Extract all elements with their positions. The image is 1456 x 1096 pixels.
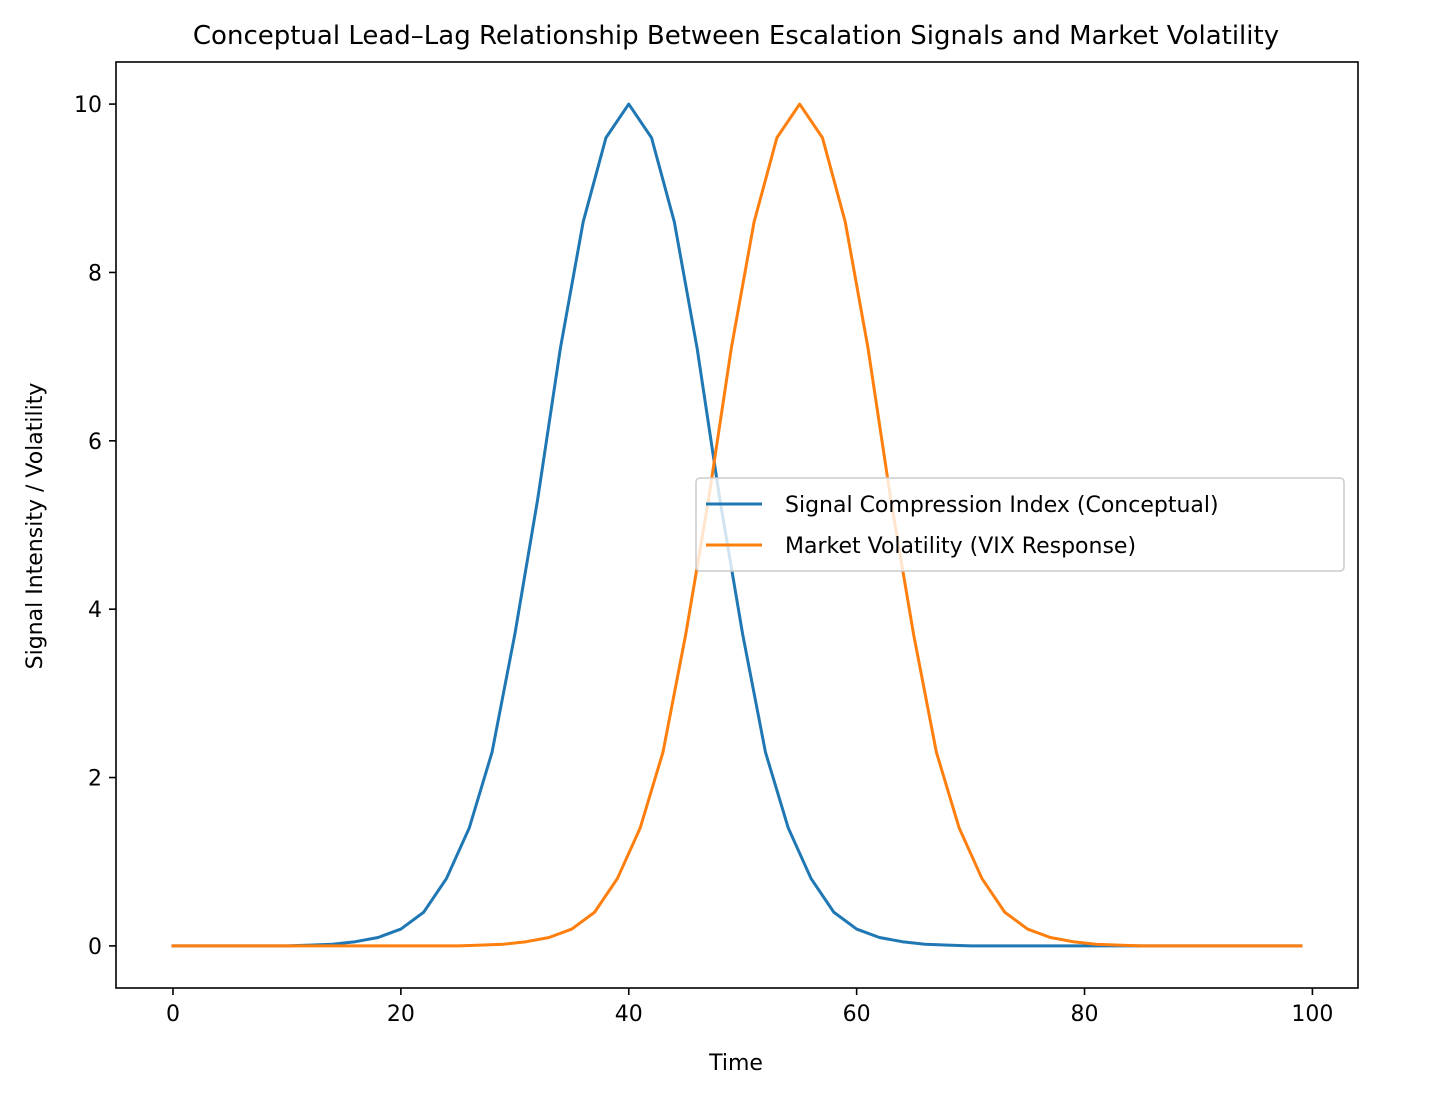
x-tick-label: 0 <box>166 1002 180 1027</box>
y-tick-label: 8 <box>88 261 102 286</box>
x-tick-label: 20 <box>387 1002 415 1027</box>
x-tick-label: 80 <box>1071 1002 1099 1027</box>
x-tick-label: 40 <box>615 1002 643 1027</box>
legend-label-2: Market Volatility (VIX Response) <box>785 534 1136 559</box>
legend-label-1: Signal Compression Index (Conceptual) <box>785 493 1219 518</box>
y-tick-label: 0 <box>88 935 102 960</box>
series-layer <box>171 102 1303 948</box>
series-line-1 <box>171 102 1303 948</box>
legend-box <box>695 477 1345 572</box>
x-axis-title: Time <box>708 1051 763 1076</box>
legend: Signal Compression Index (Conceptual) Mar… <box>695 477 1345 572</box>
y-tick-label: 6 <box>88 430 102 455</box>
y-axis-title: Signal Intensity / Volatility <box>23 383 48 670</box>
y-tick-label: 4 <box>88 598 102 623</box>
x-tick-label: 100 <box>1291 1002 1333 1027</box>
axes: 0 20 40 60 80 100 0 2 4 6 8 10 <box>74 61 1359 1027</box>
x-tick-label: 60 <box>843 1002 871 1027</box>
axes-frame <box>115 61 1359 989</box>
series-line-2 <box>171 102 1303 948</box>
y-tick-label: 2 <box>88 767 102 792</box>
y-tick-label: 10 <box>74 93 102 118</box>
chart-title: Conceptual Lead–Lag Relationship Between… <box>193 21 1279 51</box>
